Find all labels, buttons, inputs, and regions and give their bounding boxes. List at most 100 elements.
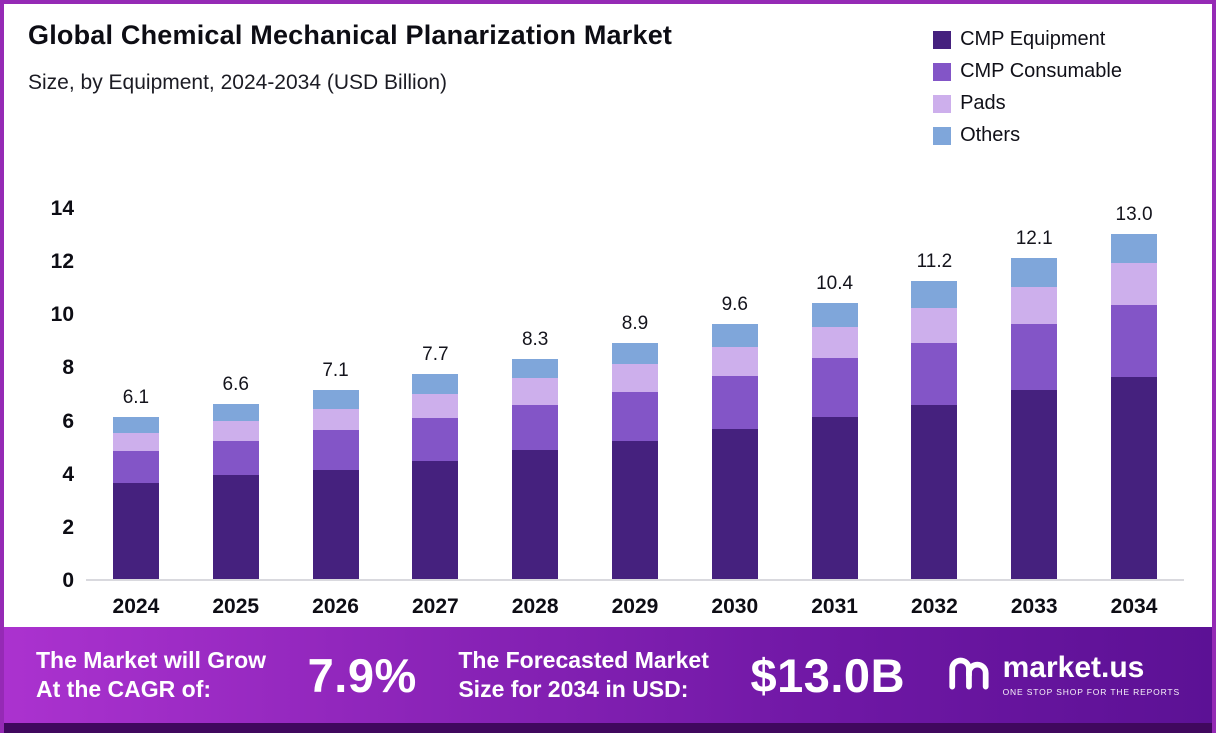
bar-segment	[112, 451, 159, 484]
bar-total-label: 9.6	[721, 293, 748, 315]
legend-swatch-icon	[933, 94, 952, 113]
plot-wrap: 0 2 4 6 8 10 12 14 6.1 6.6 7.1 7.7 8.3 8.9 9.6 10.4 11.…	[28, 197, 1184, 592]
bar-total-label: 10.4	[816, 272, 854, 294]
bar-group: 7.1	[286, 360, 386, 579]
x-axis-label: 2024	[112, 595, 160, 618]
bar-segment	[312, 470, 359, 579]
stacked-bar	[611, 342, 658, 579]
stats-banner: The Market will Grow At the CAGR of: 7.9…	[4, 627, 1212, 723]
bar-segment	[512, 450, 559, 579]
stacked-bar	[312, 390, 359, 579]
legend-item: CMP Consumable	[933, 60, 1122, 83]
forecast-label: The Forecasted Market Size for 2034 in U…	[458, 646, 709, 704]
chart-section: Global Chemical Mechanical Planarization…	[4, 4, 1212, 627]
bar-group: 7.7	[385, 344, 485, 579]
bar-segment	[1011, 323, 1058, 391]
y-tick-label: 4	[62, 462, 74, 486]
bar-total-label: 6.6	[222, 373, 249, 395]
bar-segment	[212, 420, 259, 441]
bar-total-label: 7.7	[422, 344, 449, 366]
logo-wordmark: market.us	[1002, 651, 1145, 684]
bar-segment	[611, 440, 658, 579]
bar-segment	[512, 378, 559, 405]
stacked-bar	[512, 358, 559, 579]
bar-segment	[312, 430, 359, 471]
bar-segment	[1011, 390, 1058, 579]
plot-bars: 6.1 6.6 7.1 7.7 8.3 8.9 9.6 10.4 11.2 12.1 13.0	[86, 204, 1184, 579]
cagr-label: The Market will Grow At the CAGR of:	[36, 646, 266, 704]
bar-segment	[1111, 305, 1158, 378]
bar-segment	[611, 363, 658, 392]
y-axis: 0 2 4 6 8 10 12 14	[28, 197, 86, 592]
bar-group: 6.6	[186, 374, 286, 579]
y-tick-label: 6	[62, 409, 74, 433]
bar-segment	[811, 326, 858, 359]
stacked-bar	[112, 416, 159, 579]
bar-segment	[412, 394, 459, 419]
bottom-strip	[4, 723, 1212, 733]
bar-group: 10.4	[785, 273, 885, 579]
stacked-bar	[212, 403, 259, 579]
bar-group: 12.1	[984, 228, 1084, 579]
x-axis-label: 2032	[911, 595, 958, 618]
forecast-value: $13.0B	[750, 648, 906, 702]
bar-segment	[1111, 377, 1158, 579]
x-axis-label: 2029	[611, 595, 659, 618]
x-axis-label: 2031	[811, 595, 858, 618]
stacked-bar	[711, 323, 758, 579]
x-axis-label: 2033	[1010, 595, 1058, 618]
bar-segment	[1011, 286, 1058, 324]
stacked-bar	[1011, 257, 1058, 579]
bar-segment	[811, 416, 858, 579]
x-axis-label: 2026	[312, 595, 359, 618]
legend-swatch-icon	[933, 62, 952, 81]
page-subtitle: Size, by Equipment, 2024-2034 (USD Billi…	[28, 71, 448, 94]
bar-segment	[512, 358, 559, 379]
bar-segment	[312, 408, 359, 431]
bar-segment	[212, 440, 259, 476]
bar-segment	[811, 302, 858, 327]
bar-segment	[711, 346, 758, 376]
legend-item: CMP Equipment	[933, 28, 1122, 51]
bar-segment	[212, 403, 259, 421]
bar-segment	[611, 391, 658, 441]
bar-segment	[412, 418, 459, 461]
legend-swatch-icon	[933, 126, 952, 145]
bar-total-label: 6.1	[122, 386, 150, 408]
bar-total-label: 13.0	[1115, 203, 1153, 225]
bar-total-label: 8.3	[521, 328, 549, 350]
bar-segment	[412, 460, 459, 579]
y-tick-label: 2	[62, 515, 74, 539]
bar-segment	[711, 428, 758, 579]
x-axis-label: 2027	[411, 595, 459, 618]
forecast-label-line1: The Forecasted Market	[458, 647, 709, 674]
bar-total-label: 8.9	[621, 312, 649, 334]
bar-segment	[911, 308, 958, 343]
bar-group: 6.1	[86, 387, 186, 579]
legend-label: Pads	[960, 92, 1006, 114]
bar-segment	[911, 281, 958, 308]
bar-segment	[711, 323, 758, 347]
legend-swatch-icon	[933, 30, 952, 49]
cagr-value: 7.9%	[307, 648, 417, 702]
bar-total-label: 7.1	[322, 360, 349, 382]
bar-group: 8.3	[485, 328, 585, 579]
legend-item: Pads	[933, 92, 1122, 115]
marketus-logo: market.us ONE STOP SHOP FOR THE REPORTS	[947, 653, 1180, 697]
x-axis-label: 2030	[711, 595, 759, 618]
bar-segment	[112, 416, 159, 433]
logo-text-block: market.us ONE STOP SHOP FOR THE REPORTS	[1002, 651, 1180, 698]
legend-label: CMP Equipment	[960, 28, 1106, 50]
bar-segment	[212, 475, 259, 579]
legend-label: Others	[960, 124, 1021, 146]
stacked-bar	[412, 374, 459, 579]
y-tick-label: 12	[50, 250, 74, 274]
bar-group: 13.0	[1084, 204, 1184, 579]
bar-segment	[811, 358, 858, 417]
bar-group: 8.9	[585, 313, 685, 579]
chart-header: Global Chemical Mechanical Planarization…	[28, 20, 1184, 147]
stacked-bar	[911, 281, 958, 579]
bar-segment	[911, 404, 958, 579]
bar-segment	[1111, 233, 1158, 263]
